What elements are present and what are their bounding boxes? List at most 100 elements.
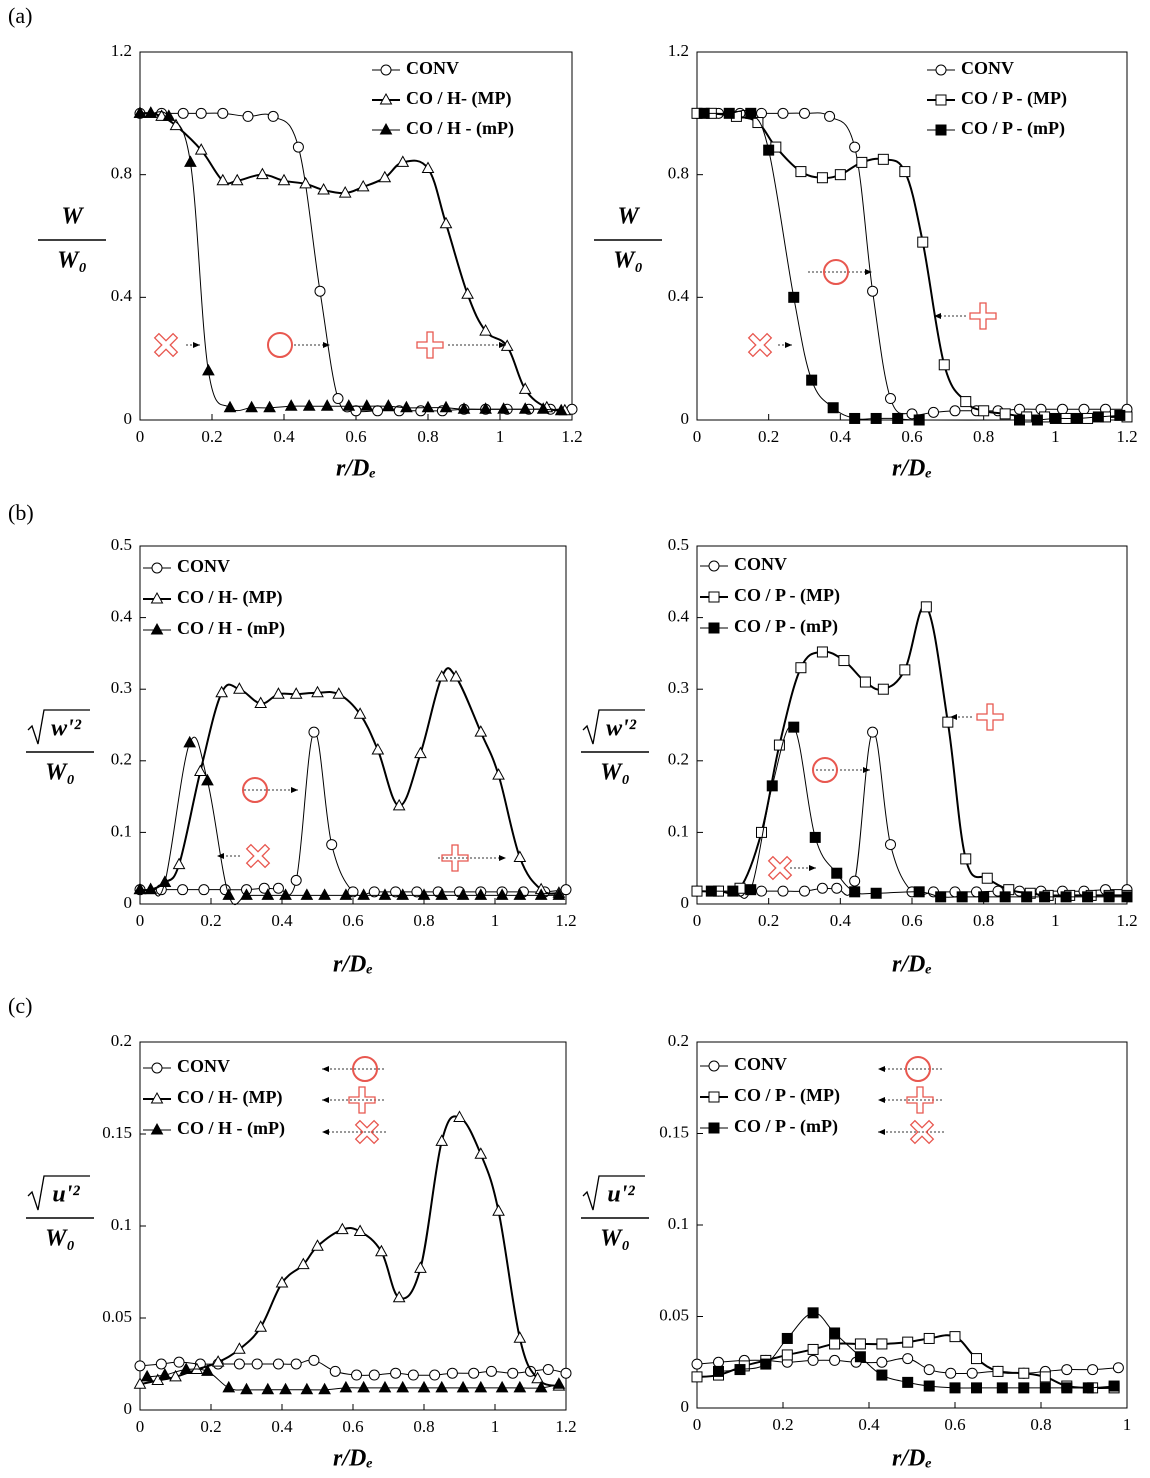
marker <box>414 1261 427 1273</box>
panel-label: (c) <box>8 993 32 1018</box>
marker <box>279 888 292 900</box>
x-tick-label: 1 <box>491 911 500 930</box>
marker <box>202 363 215 376</box>
y-tick-label: 0 <box>124 1399 133 1418</box>
marker <box>1039 1371 1051 1383</box>
icon-circle <box>242 777 268 803</box>
marker <box>949 405 961 417</box>
marker <box>856 156 868 168</box>
marker <box>256 167 269 180</box>
y-tick-label: 0.4 <box>111 286 133 305</box>
marker <box>552 888 566 900</box>
marker <box>734 1364 746 1376</box>
marker <box>277 173 291 186</box>
marker <box>261 888 275 900</box>
marker <box>173 1356 185 1368</box>
marker <box>407 1369 419 1381</box>
x-tick-label: 0.6 <box>342 911 363 930</box>
marker <box>554 403 568 416</box>
x-tick-label: 0.4 <box>273 427 295 446</box>
marker <box>960 853 972 865</box>
marker <box>756 826 767 838</box>
arrow-head <box>499 342 506 348</box>
icon-circle <box>352 1056 378 1082</box>
marker <box>272 882 284 894</box>
marker <box>339 888 353 900</box>
y-axis-label-numerator: W <box>617 204 640 230</box>
x-tick-label: 0.2 <box>200 1417 221 1436</box>
marker <box>913 886 925 898</box>
legend-label: CONV <box>961 58 1014 78</box>
legend-label: CO / P - (mP) <box>734 616 838 637</box>
x-tick-label: 0 <box>693 911 702 930</box>
marker <box>223 400 237 413</box>
arrow-head <box>291 787 298 793</box>
marker <box>799 885 810 897</box>
marker <box>723 107 735 119</box>
marker <box>513 850 527 862</box>
marker <box>1121 891 1133 903</box>
marker <box>876 1369 888 1381</box>
marker <box>713 1356 724 1368</box>
y-tick-label: 0.3 <box>111 678 132 697</box>
marker <box>201 773 214 786</box>
marker <box>708 1122 720 1134</box>
marker <box>492 768 505 780</box>
arrow-head <box>193 342 200 348</box>
marker <box>923 1380 935 1392</box>
y-tick-label: 1.2 <box>111 41 132 60</box>
marker <box>899 166 911 178</box>
y-tick-label: 0.5 <box>668 535 689 554</box>
marker <box>705 885 717 897</box>
y-tick-label: 0.3 <box>668 678 689 697</box>
marker <box>902 1353 914 1365</box>
y-tick-label: 0.05 <box>102 1307 132 1326</box>
marker <box>859 676 871 688</box>
y-tick-label: 0 <box>681 409 690 428</box>
marker <box>474 1380 488 1393</box>
marker <box>311 685 324 698</box>
marker <box>453 1110 466 1122</box>
marker <box>396 155 410 167</box>
marker <box>380 64 392 76</box>
y-axis-label-denominator: W₀ <box>600 1226 630 1252</box>
marker <box>290 1358 302 1370</box>
marker <box>552 1377 566 1389</box>
legend-label: CO / P - (MP) <box>961 88 1067 109</box>
marker <box>378 888 392 900</box>
marker <box>240 1382 253 1395</box>
marker <box>935 891 947 903</box>
marker <box>183 735 197 748</box>
x-tick-label: 1.2 <box>1116 427 1137 446</box>
x-tick-label: 0.8 <box>417 427 438 446</box>
marker <box>172 857 186 870</box>
marker <box>809 831 821 843</box>
marker <box>971 1382 982 1394</box>
marker <box>960 396 972 408</box>
marker <box>353 707 367 719</box>
marker <box>150 1091 164 1104</box>
marker <box>531 1371 544 1384</box>
marker <box>691 1358 703 1370</box>
marker <box>456 888 470 900</box>
marker <box>284 399 298 411</box>
x-axis-label: r/Dₑ <box>892 952 932 978</box>
marker <box>155 1358 167 1370</box>
x-tick-label: 0.4 <box>830 427 852 446</box>
marker <box>417 888 431 900</box>
marker <box>356 179 370 192</box>
marker <box>449 669 463 682</box>
marker <box>807 1354 819 1366</box>
marker <box>378 170 392 183</box>
marker <box>332 393 344 405</box>
x-tick-label: 1.2 <box>555 1417 576 1436</box>
marker <box>446 1367 458 1379</box>
marker <box>795 166 807 178</box>
y-tick-label: 0.8 <box>111 164 132 183</box>
marker <box>560 1367 572 1379</box>
icon-circle <box>823 259 849 285</box>
marker <box>708 560 720 572</box>
marker <box>372 405 384 417</box>
y-tick-label: 0.8 <box>668 164 689 183</box>
marker <box>158 1368 172 1380</box>
